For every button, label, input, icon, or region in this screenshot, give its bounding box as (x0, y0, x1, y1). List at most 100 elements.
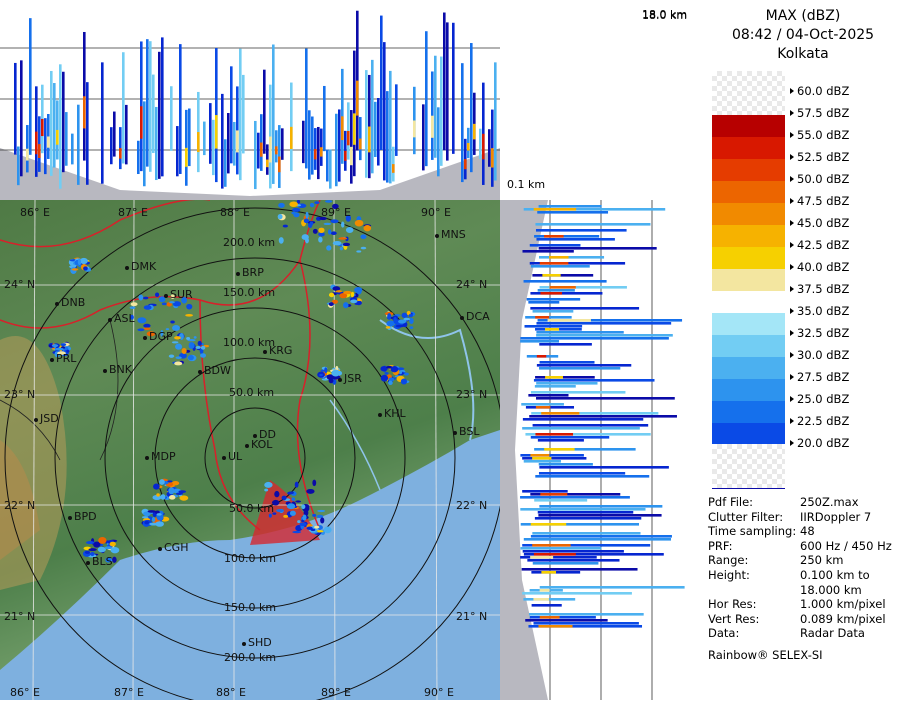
meta-value: IIRDoppler 7 (800, 509, 872, 524)
map-echo-cell (286, 503, 296, 510)
range-label-50-top: 50.0 km (229, 386, 275, 399)
range-label-50-bottom: 50.0 km (229, 502, 275, 515)
top-echo-bar (281, 128, 284, 160)
top-echo-core (392, 164, 395, 173)
map-echo-cell (343, 302, 349, 309)
legend-label: 52.5 dBZ (790, 150, 849, 164)
right-echo-bar (539, 466, 669, 469)
right-echo-core (545, 328, 560, 331)
top-echo-bar (389, 70, 392, 184)
right-echo-bar (520, 547, 602, 550)
site-label: Kolkata (777, 46, 829, 62)
top-echo-core (344, 150, 347, 161)
map-echo-cell (393, 316, 398, 324)
map-echo-cell (320, 517, 325, 524)
top-echo-bar (47, 113, 50, 159)
top-echo-bar (272, 44, 275, 184)
right-echo-bar (535, 475, 650, 478)
city-marker (145, 456, 149, 460)
map-echo-cell (271, 499, 280, 506)
top-echo-bar (212, 119, 215, 176)
top-echo-bar (137, 140, 140, 175)
right-echo-core (544, 448, 575, 451)
map-echo-cell (175, 356, 182, 360)
city-marker (460, 316, 464, 320)
top-echo-bar (101, 62, 104, 184)
map-echo-cell (168, 487, 175, 495)
map-echo-cell (328, 292, 335, 298)
legend-swatch (712, 159, 785, 181)
city-label-bls: BLS (92, 555, 113, 568)
map-echo-cell (178, 490, 187, 494)
map-echo-cell (338, 237, 348, 240)
right-echo-core (530, 454, 550, 457)
right-echo-bar (538, 472, 626, 475)
right-echo-bar (536, 331, 624, 334)
legend-swatch (712, 401, 785, 423)
meta-value: 600 Hz / 450 Hz (800, 538, 892, 553)
range-label-150-bottom: 150.0 km (224, 601, 277, 614)
right-echo-bar (530, 292, 603, 295)
city-marker (222, 456, 226, 460)
right-echo-bar (523, 208, 666, 211)
top-echo-bar (392, 146, 395, 182)
legend-swatch (712, 335, 785, 357)
map-echo-cell (98, 536, 107, 544)
map-echo-cell (309, 221, 314, 226)
map-echo-cell (158, 296, 166, 303)
map-echo-cell (200, 345, 206, 350)
top-echo-core (350, 146, 353, 166)
top-echo-core (320, 147, 323, 157)
top-echo-bar (161, 37, 164, 177)
city-label-khl: KHL (384, 407, 406, 420)
top-echo-bar (446, 22, 449, 161)
top-echo-bar (113, 111, 116, 157)
map-echo-cell (398, 319, 407, 324)
map-echo-cell (130, 302, 138, 307)
right-echo-core (533, 553, 576, 556)
meta-value: 250Z.max (800, 495, 859, 509)
right-echo-bar (537, 319, 683, 322)
city-label-asl: ASL (114, 312, 135, 325)
top-echo-bar (386, 91, 389, 183)
map-echo-cell (312, 479, 317, 487)
right-echo-bar (522, 250, 574, 253)
top-echo-core (359, 138, 362, 150)
map-echo-cell (387, 313, 392, 320)
meta-value: 18.000 km (800, 582, 862, 597)
map-echo-cell (179, 495, 189, 501)
map-echo-cell (112, 556, 117, 563)
right-echo-bars (520, 205, 685, 628)
city-marker (263, 350, 267, 354)
right-echo-bar (528, 625, 643, 628)
city-label-dca: DCA (466, 310, 490, 323)
top-echo-bar (158, 51, 161, 179)
map-echo-cell (143, 511, 151, 517)
map-echo-cell (77, 258, 81, 266)
map-echo-cell (326, 245, 332, 251)
city-marker (245, 444, 249, 448)
top-cross-section-plot (0, 10, 500, 200)
map-echo-cell (292, 207, 301, 212)
top-echo-core (269, 136, 272, 163)
map-echo-cell (356, 250, 362, 253)
map-echo-cell (302, 514, 307, 521)
map-echo-cell (181, 296, 188, 304)
top-echo-core (38, 144, 41, 158)
map-echo-cell (291, 497, 296, 501)
right-echo-bar (535, 229, 627, 232)
map-echo-cell (66, 349, 70, 353)
map-echo-cell (168, 354, 175, 358)
map-echo-cell (268, 513, 272, 518)
map-echo-cell (331, 369, 341, 377)
map-echo-cell (398, 370, 403, 375)
radar-map-svg (0, 200, 500, 700)
legend-swatch (712, 423, 785, 445)
map-echo-cell (388, 377, 395, 382)
right-echo-bar (531, 604, 562, 607)
map-echo-cell (130, 314, 134, 320)
map-echo-cell (137, 328, 145, 332)
right-echo-core (535, 433, 574, 436)
top-echo-bar (209, 103, 212, 164)
map-echo-cell (305, 237, 309, 244)
